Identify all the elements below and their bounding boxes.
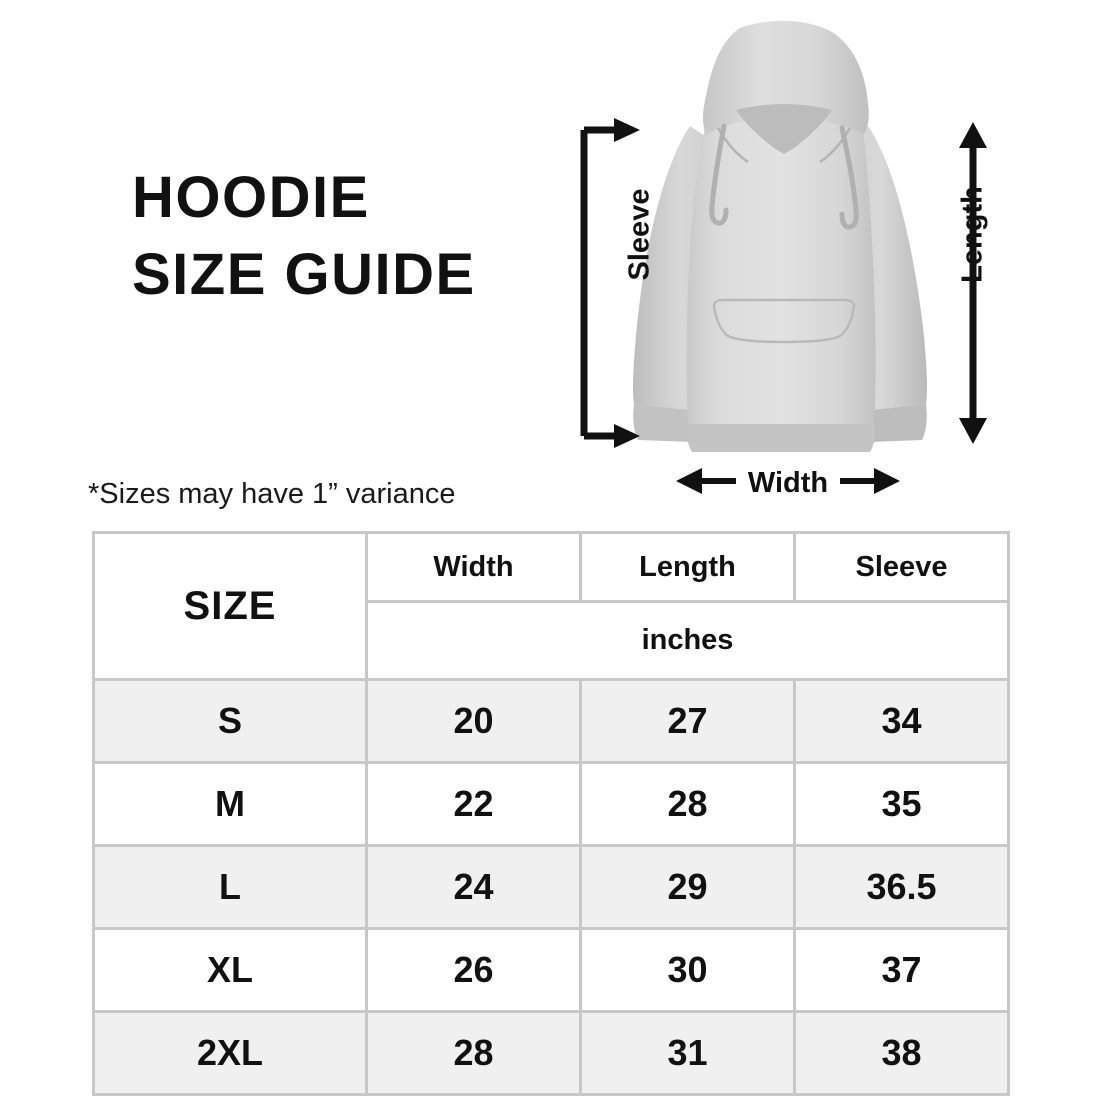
row-2xl-length: 31 [579,1010,796,1096]
sleeve-label: Sleeve [623,188,656,281]
row-size-l: L [92,844,368,930]
size-chart-table: SIZE Width Length Sleeve inches S 20 27 … [92,531,1010,1096]
header-length: Length [579,531,796,603]
title-line-2: SIZE GUIDE [132,241,476,307]
units-label: inches [365,600,1010,681]
header-size: SIZE [92,531,368,681]
table-row: XL 26 30 37 [92,927,1010,1013]
variance-note: *Sizes may have 1” variance [88,478,456,510]
length-measure-arrow [958,122,988,444]
table-header-row-2: inches [94,600,1010,681]
page-title: HOODIE SIZE GUIDE [132,160,552,313]
row-l-width: 24 [365,844,582,930]
row-m-width: 22 [365,761,582,847]
width-label: Width [747,466,829,499]
table-header-row-1: SIZE Width Length Sleeve [92,531,1010,681]
row-m-sleeve: 35 [793,761,1010,847]
hoodie-neck-opening [736,104,832,154]
table-row: 2XL 28 31 38 [92,1010,1010,1096]
header-width: Width [365,531,582,603]
header-sleeve: Sleeve [793,531,1010,603]
table-row: S 20 27 34 [92,678,1010,764]
row-l-sleeve: 36.5 [793,844,1010,930]
row-s-sleeve: 34 [793,678,1010,764]
title-line-1: HOODIE [132,165,370,230]
hoodie-illustration [618,18,954,464]
sleeve-measure-arrow [576,118,642,448]
hoodie-left-cuff [633,404,692,442]
row-2xl-sleeve: 38 [793,1010,1010,1096]
row-s-width: 20 [365,678,582,764]
table-row: M 22 28 35 [92,761,1010,847]
width-measure-arrow: Width [660,462,916,504]
hoodie-hem [687,424,875,452]
hoodie-hood [703,20,869,134]
row-size-2xl: 2XL [92,1010,368,1096]
table-row: L 24 29 36.5 [92,844,1010,930]
row-l-length: 29 [579,844,796,930]
row-2xl-width: 28 [365,1010,582,1096]
row-xl-length: 30 [579,927,796,1013]
length-label: Length [956,186,989,283]
hoodie-right-cuff [870,404,927,442]
hoodie-body [686,110,876,424]
hoodie-drawstring-right [839,125,859,230]
hoodie-seam-right [819,127,852,164]
row-size-m: M [92,761,368,847]
arrow-left-icon [675,467,738,500]
hoodie-seam-left [716,127,749,164]
arrow-right-icon [838,467,901,500]
row-s-length: 27 [579,678,796,764]
row-size-s: S [92,678,368,764]
hoodie-drawstring-left [709,123,729,226]
hoodie-pocket [712,298,856,344]
row-m-length: 28 [579,761,796,847]
row-xl-width: 26 [365,927,582,1013]
row-size-xl: XL [92,927,368,1013]
row-xl-sleeve: 37 [793,927,1010,1013]
